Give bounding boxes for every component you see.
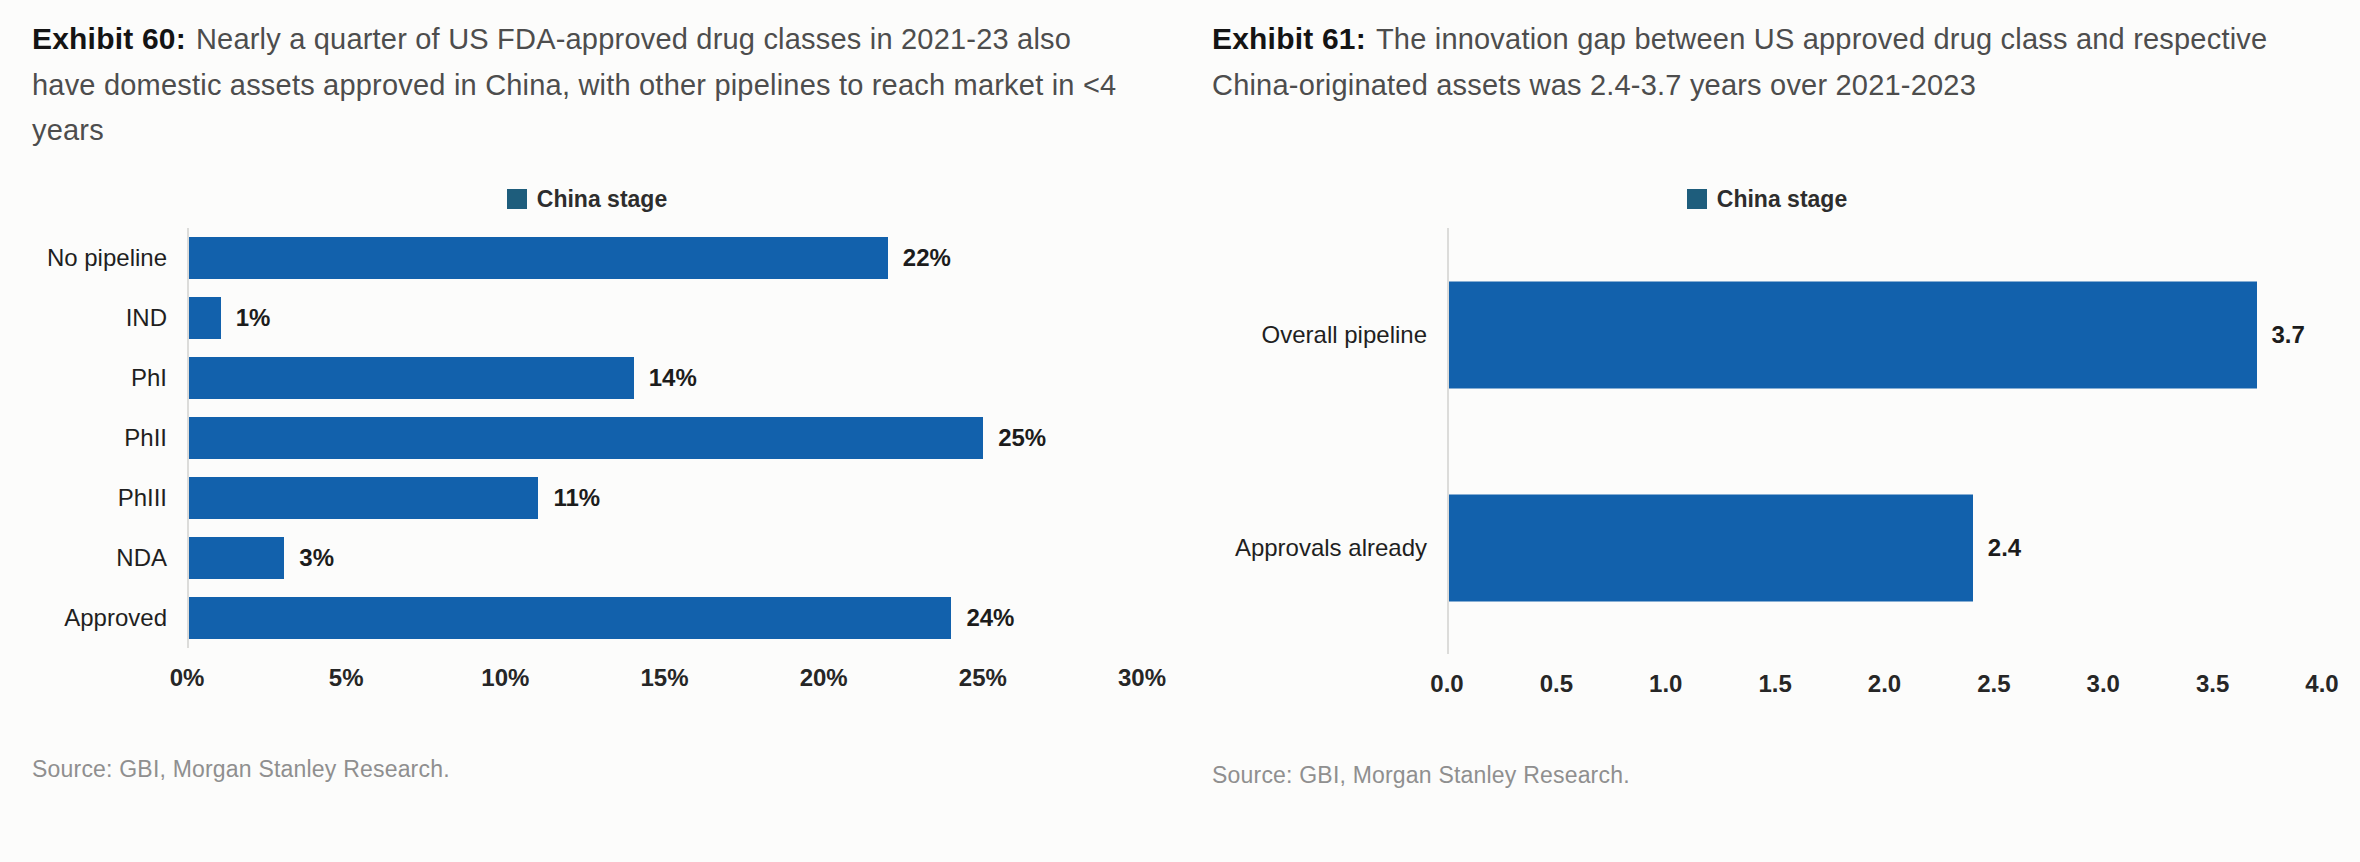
x-tick-label: 25%	[959, 664, 1007, 692]
bar-row: No pipeline 22%	[32, 228, 1142, 288]
bar	[189, 297, 221, 339]
value-label: 24%	[966, 604, 1014, 632]
x-tick-label: 5%	[329, 664, 364, 692]
exhibit-61-label: Exhibit 61:	[1212, 22, 1366, 55]
category-label: PhII	[32, 424, 187, 452]
exhibit-61-legend: China stage	[1212, 184, 2322, 214]
bar	[189, 357, 634, 399]
value-label: 3.7	[2272, 321, 2305, 349]
exhibit-61-source-note: Source: GBI, Morgan Stanley Research.	[1212, 762, 2322, 789]
category-label: No pipeline	[32, 244, 187, 272]
exhibit-60-caption: Nearly a quarter of US FDA-approved drug…	[32, 23, 1116, 146]
bar	[189, 537, 284, 579]
bar-track: 3%	[187, 528, 1142, 588]
bar-row: Approved 24%	[32, 588, 1142, 648]
exhibit-60-label: Exhibit 60:	[32, 22, 186, 55]
bar-row: NDA 3%	[32, 528, 1142, 588]
x-axis: 0%5%10%15%20%25%30%	[187, 658, 1142, 704]
bar-track: 2.4	[1447, 441, 2322, 654]
bar-row: Overall pipeline 3.7	[1212, 228, 2322, 441]
bar-row: Approvals already 2.4	[1212, 441, 2322, 654]
bar	[1449, 494, 1973, 601]
x-tick-label: 30%	[1118, 664, 1166, 692]
page: Exhibit 60:Nearly a quarter of US FDA-ap…	[0, 0, 2360, 862]
exhibit-60-title: Exhibit 60:Nearly a quarter of US FDA-ap…	[32, 16, 1142, 158]
value-label: 2.4	[1988, 534, 2021, 562]
category-label: Overall pipeline	[1212, 321, 1447, 349]
x-tick-label: 0.5	[1540, 670, 1573, 698]
bar	[189, 237, 888, 279]
bar-track: 11%	[187, 468, 1142, 528]
exhibit-61-title: Exhibit 61:The innovation gap between US…	[1212, 16, 2322, 158]
bar-track: 24%	[187, 588, 1142, 648]
x-tick-label: 3.5	[2196, 670, 2229, 698]
bar-row: PhIII 11%	[32, 468, 1142, 528]
value-label: 3%	[299, 544, 334, 572]
exhibit-61-panel: Exhibit 61:The innovation gap between US…	[1212, 16, 2322, 862]
plot-rows: No pipeline 22% IND 1% PhI 14% PhII 25% PhIII 11%…	[32, 228, 1142, 648]
exhibit-61-plot-area: Overall pipeline3.7Approvals already2.4 …	[1212, 228, 2322, 710]
x-tick-label: 4.0	[2305, 670, 2338, 698]
bar-track: 3.7	[1447, 228, 2322, 441]
x-tick-label: 2.5	[1977, 670, 2010, 698]
x-axis: 0.00.51.01.52.02.53.03.54.0	[1447, 664, 2322, 710]
value-label: 1%	[236, 304, 271, 332]
value-label: 25%	[998, 424, 1046, 452]
bar-track: 25%	[187, 408, 1142, 468]
bar	[1449, 281, 2257, 388]
category-label: PhI	[32, 364, 187, 392]
value-label: 22%	[903, 244, 951, 272]
x-tick-label: 1.0	[1649, 670, 1682, 698]
legend-label: China stage	[537, 186, 667, 213]
bar-row: PhII 25%	[32, 408, 1142, 468]
x-tick-label: 20%	[800, 664, 848, 692]
exhibit-60-panel: Exhibit 60:Nearly a quarter of US FDA-ap…	[32, 16, 1142, 862]
legend-swatch-icon	[507, 189, 527, 209]
bar	[189, 417, 983, 459]
x-tick-label: 1.5	[1758, 670, 1791, 698]
category-label: NDA	[32, 544, 187, 572]
exhibit-61-caption: The innovation gap between US approved d…	[1212, 23, 2267, 101]
exhibit-60-legend: China stage	[32, 184, 1142, 214]
bar-track: 1%	[187, 288, 1142, 348]
exhibit-60-plot-area: No pipeline 22% IND 1% PhI 14% PhII 25% PhIII 11%…	[32, 228, 1142, 704]
value-label: 11%	[553, 484, 600, 512]
x-tick-label: 0.0	[1430, 670, 1463, 698]
x-tick-label: 2.0	[1868, 670, 1901, 698]
x-tick-label: 15%	[640, 664, 688, 692]
legend-swatch-icon	[1687, 189, 1707, 209]
x-tick-label: 0%	[170, 664, 205, 692]
bar-track: 14%	[187, 348, 1142, 408]
category-label: PhIII	[32, 484, 187, 512]
value-label: 14%	[649, 364, 697, 392]
bar	[189, 477, 538, 519]
bar-row: PhI 14%	[32, 348, 1142, 408]
category-label: Approved	[32, 604, 187, 632]
bar-row: IND 1%	[32, 288, 1142, 348]
bar	[189, 597, 951, 639]
legend-label: China stage	[1717, 186, 1847, 213]
exhibit-60-source-note: Source: GBI, Morgan Stanley Research.	[32, 756, 1142, 783]
bar-track: 22%	[187, 228, 1142, 288]
x-tick-label: 3.0	[2087, 670, 2120, 698]
category-label: Approvals already	[1212, 534, 1447, 562]
x-tick-label: 10%	[481, 664, 529, 692]
category-label: IND	[32, 304, 187, 332]
plot-rows: Overall pipeline 3.7 Approvals already 2.4	[1212, 228, 2322, 654]
